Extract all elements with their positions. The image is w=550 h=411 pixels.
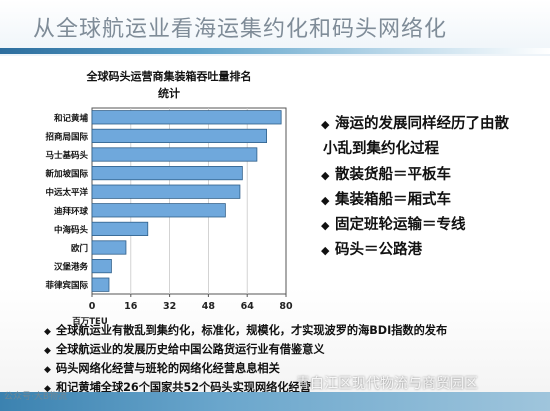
bullet-item: ◆ 集装箱船＝厢式车 [321,192,451,208]
x-axis-label: 百万TEU [72,317,108,327]
note-item: ◆ 全球航运业的发展历史给中国公路货运行业有借鉴意义 [44,343,325,356]
bar [91,259,112,274]
x-tick-label: 48 [202,301,216,312]
bullet-item: ◆ 码头＝公路港 [321,242,422,258]
bar [91,184,241,199]
y-category-label: 招商局国际 [45,131,88,142]
y-category-label: 新加坡国际 [45,169,88,180]
note-item: ◆ 全球航运业有散乱到集约化，标准化，规模化，才实现波罗的海BDI指数的发布 [44,324,448,337]
chart-title-line-1: 全球码头运营商集装箱吞吐量排名 [86,69,252,83]
y-category-label: 中海码头 [54,224,89,235]
watermark-logo: 公众号·大B物流 [4,392,68,402]
y-category-label: 迪拜环球 [54,206,89,217]
bar [91,203,226,218]
x-tick-label: 64 [241,301,255,312]
diamond-bullet-icon: ◆ [321,244,330,257]
diamond-bullet-icon: ◆ [321,194,330,207]
y-category-label: 马士基码头 [45,150,88,161]
plot-area: 0 16 32 48 64 80 和记黄埔招商局国际马士基码头新加坡国际中远太平洋迪拜环球中… [45,107,293,312]
bar [91,277,110,292]
bar [91,166,243,181]
footer-band [0,392,550,411]
x-tick-label: 16 [124,301,138,312]
slide-title: 从全球航运业看海运集约化和码头网络化 [33,17,448,42]
x-tick-label: 0 [89,301,96,312]
bar [91,110,282,125]
ranking-chart: 全球码头运营商集装箱吞吐量排名 统计 0 16 32 48 64 80 和记黄埔招商局国际马… [24,62,300,328]
bar [91,221,149,236]
y-category-label: 中远太平洋 [45,187,88,198]
bar [91,240,127,255]
x-tick-label: 80 [279,301,293,312]
title-band [0,0,550,56]
bullet-item: ◆ 散装货船＝平板车 [321,167,451,183]
note-item: ◆ 码头网络化经营与班轮的网络化经营息息相关 [44,362,280,375]
title-rule [0,48,550,54]
y-category-label: 和记黄埔 [54,113,89,124]
diamond-bullet-icon: ◆ [321,219,330,232]
diamond-bullet-icon: ◆ [44,384,51,394]
note-item: ◆ 和记黄埔全球26个国家共52个码头实现网络化经营 [44,381,311,394]
bullet-item-continuation: 小乱到集约化过程 [323,141,439,157]
diamond-bullet-icon: ◆ [321,118,330,131]
bullet-item: ◆ 固定班轮运输＝专线 [321,217,466,233]
bar [91,128,268,143]
watermark-text: 青白江区现代物流与商贸园区 [296,376,478,392]
y-category-label: 汉堡港务 [54,262,89,273]
y-category-label: 菲律宾国际 [45,280,88,291]
chart-title-line-2: 统计 [158,86,180,100]
diamond-bullet-icon: ◆ [44,327,51,337]
y-category-label: 欧门 [71,243,88,254]
x-tick-label: 32 [163,301,176,312]
diamond-bullet-icon: ◆ [321,169,330,182]
diamond-bullet-icon: ◆ [44,365,51,375]
diamond-bullet-icon: ◆ [44,346,51,356]
bar-chart-svg: 全球码头运营商集装箱吞吐量排名 统计 0 16 32 48 64 80 和记黄埔招商局国际马… [45,69,293,327]
bullet-item: ◆ 海运的发展同样经历了由散 [321,116,509,132]
bar [91,147,258,162]
